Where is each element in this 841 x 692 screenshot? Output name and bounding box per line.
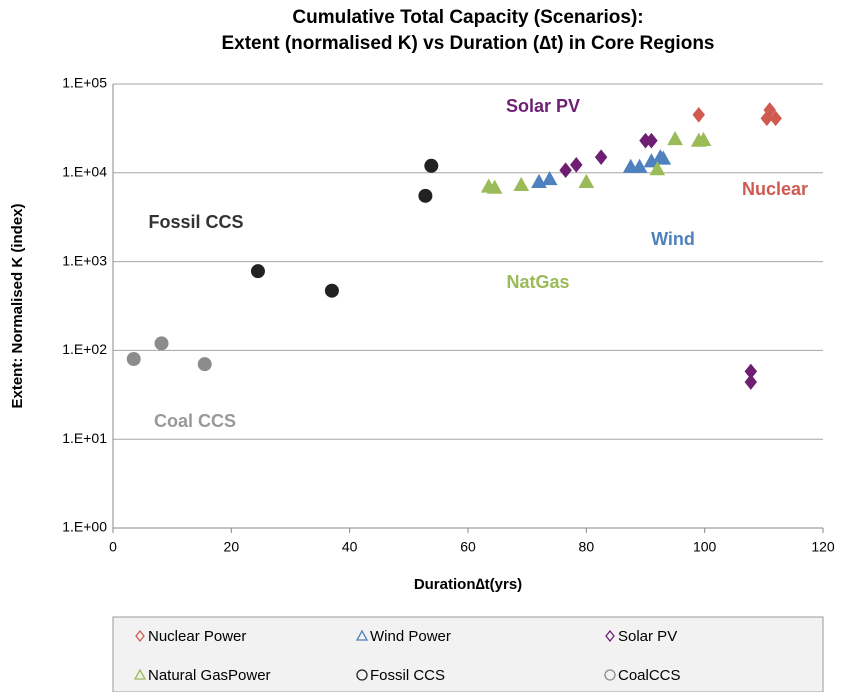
x-tick-label: 0	[109, 539, 117, 555]
point	[578, 173, 595, 188]
point	[645, 132, 658, 149]
point	[126, 352, 141, 367]
point	[769, 110, 782, 127]
point	[197, 357, 212, 372]
legend-label: Solar PV	[618, 628, 677, 645]
legend-label: Nuclear Power	[148, 628, 246, 645]
point	[418, 188, 433, 203]
x-tick-label: 20	[224, 539, 240, 555]
chart-title: Extent (normalised K) vs Duration (∆t) i…	[221, 33, 714, 54]
legend-label: Natural GasPower	[148, 667, 271, 684]
x-tick-label: 100	[693, 539, 717, 555]
point	[649, 161, 666, 176]
annotation: Solar PV	[506, 96, 580, 116]
x-tick-label: 80	[579, 539, 595, 555]
point	[760, 110, 774, 127]
point	[594, 149, 608, 165]
legend-marker	[356, 669, 368, 681]
point	[154, 336, 169, 351]
point	[531, 173, 547, 188]
point	[744, 374, 758, 390]
legend-marker	[605, 629, 615, 643]
point	[695, 131, 712, 146]
point	[570, 157, 583, 173]
legend-label: Wind Power	[370, 628, 451, 645]
legend-label: Fossil CCS	[370, 667, 445, 684]
legend-box	[112, 616, 824, 692]
point	[655, 150, 672, 165]
point	[324, 283, 339, 298]
legend-marker	[604, 669, 616, 681]
y-tick-label: 1.E+05	[62, 75, 107, 91]
legend-marker	[355, 629, 369, 641]
x-tick-label: 60	[460, 539, 476, 555]
annotation: Wind	[651, 229, 695, 249]
y-tick-label: 1.E+00	[62, 519, 107, 535]
x-tick-label: 40	[342, 539, 358, 555]
point	[541, 171, 558, 186]
annotation: Coal CCS	[154, 411, 236, 431]
point	[559, 162, 572, 178]
x-tick-label: 120	[811, 539, 835, 555]
annotation: Fossil CCS	[148, 212, 243, 232]
annotation: Nuclear	[742, 179, 808, 199]
y-tick-label: 1.E+03	[62, 252, 107, 268]
point	[424, 158, 439, 173]
legend-label: CoalCCS	[618, 667, 681, 684]
point	[692, 106, 705, 123]
point	[667, 131, 683, 146]
legend-marker	[133, 668, 147, 680]
point	[631, 158, 648, 173]
y-tick-label: 1.E+02	[62, 341, 107, 357]
point	[513, 176, 530, 192]
chart-title: Cumulative Total Capacity (Scenarios):	[292, 7, 643, 28]
y-axis-label: Extent: Normalised K (index)	[9, 203, 26, 408]
point	[250, 264, 265, 279]
y-tick-label: 1.E+01	[62, 430, 107, 446]
y-tick-label: 1.E+04	[62, 164, 107, 180]
x-axis-label: Duration∆t(yrs)	[414, 576, 522, 593]
annotation: NatGas	[506, 272, 569, 292]
legend-marker	[135, 629, 145, 643]
point	[486, 179, 503, 194]
